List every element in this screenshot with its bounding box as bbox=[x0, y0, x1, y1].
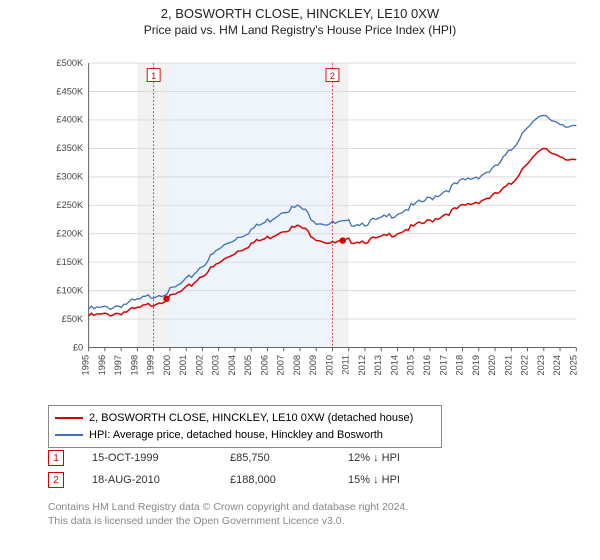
svg-text:2002: 2002 bbox=[194, 355, 204, 376]
legend-label: 2, BOSWORTH CLOSE, HINCKLEY, LE10 0XW (d… bbox=[89, 410, 413, 427]
event-delta: 15% ↓ HPI bbox=[348, 474, 448, 486]
svg-text:£200K: £200K bbox=[56, 229, 84, 239]
svg-text:2006: 2006 bbox=[259, 355, 269, 376]
svg-text:2024: 2024 bbox=[552, 355, 562, 376]
event-date: 18-AUG-2010 bbox=[92, 474, 202, 486]
svg-text:£100K: £100K bbox=[56, 285, 84, 295]
svg-text:2011: 2011 bbox=[341, 355, 351, 375]
svg-text:2022: 2022 bbox=[520, 355, 530, 376]
legend: 2, BOSWORTH CLOSE, HINCKLEY, LE10 0XW (d… bbox=[48, 405, 442, 448]
svg-text:2017: 2017 bbox=[438, 355, 448, 376]
svg-text:2004: 2004 bbox=[227, 355, 237, 376]
svg-text:£0: £0 bbox=[73, 342, 83, 352]
svg-text:2: 2 bbox=[330, 71, 335, 81]
svg-text:1995: 1995 bbox=[81, 355, 91, 376]
legend-swatch bbox=[55, 417, 83, 419]
svg-text:2009: 2009 bbox=[308, 355, 318, 376]
svg-text:2014: 2014 bbox=[389, 355, 399, 376]
svg-text:1997: 1997 bbox=[113, 355, 123, 376]
svg-text:1999: 1999 bbox=[146, 355, 156, 376]
event-row: 1 15-OCT-1999 £85,750 12% ↓ HPI bbox=[48, 450, 448, 466]
svg-text:1996: 1996 bbox=[97, 355, 107, 376]
svg-text:2010: 2010 bbox=[324, 355, 334, 376]
event-price: £188,000 bbox=[230, 474, 320, 486]
footer-line: Contains HM Land Registry data © Crown c… bbox=[48, 500, 568, 514]
svg-text:2003: 2003 bbox=[211, 355, 221, 376]
event-date: 15-OCT-1999 bbox=[92, 452, 202, 464]
svg-text:2016: 2016 bbox=[422, 355, 432, 376]
svg-text:2015: 2015 bbox=[406, 355, 416, 376]
svg-text:2000: 2000 bbox=[162, 355, 172, 376]
line-chart: £0 £50K £100K £150K £200K £250K £300K £350K £400… bbox=[48, 46, 580, 396]
event-delta: 12% ↓ HPI bbox=[348, 452, 448, 464]
svg-text:2019: 2019 bbox=[471, 355, 481, 376]
svg-text:2023: 2023 bbox=[536, 355, 546, 376]
page-subtitle: Price paid vs. HM Land Registry's House … bbox=[0, 23, 600, 37]
svg-text:2001: 2001 bbox=[178, 355, 188, 376]
svg-text:£250K: £250K bbox=[56, 200, 84, 210]
event-badge: 2 bbox=[48, 472, 64, 488]
svg-text:£400K: £400K bbox=[56, 115, 84, 125]
svg-text:2021: 2021 bbox=[503, 355, 513, 376]
svg-text:£300K: £300K bbox=[56, 172, 84, 182]
svg-text:£150K: £150K bbox=[56, 257, 84, 267]
footer-line: This data is licensed under the Open Gov… bbox=[48, 514, 568, 528]
svg-text:£450K: £450K bbox=[56, 86, 84, 96]
page-title: 2, BOSWORTH CLOSE, HINCKLEY, LE10 0XW bbox=[0, 6, 600, 21]
footer: Contains HM Land Registry data © Crown c… bbox=[48, 500, 568, 528]
chart-area: £0 £50K £100K £150K £200K £250K £300K £350K £400… bbox=[48, 46, 580, 396]
svg-text:£350K: £350K bbox=[56, 143, 84, 153]
legend-item: 2, BOSWORTH CLOSE, HINCKLEY, LE10 0XW (d… bbox=[55, 410, 435, 427]
svg-text:£50K: £50K bbox=[62, 314, 84, 324]
svg-text:2020: 2020 bbox=[487, 355, 497, 376]
event-badge: 1 bbox=[48, 450, 64, 466]
event-price: £85,750 bbox=[230, 452, 320, 464]
svg-text:2018: 2018 bbox=[455, 355, 465, 376]
legend-label: HPI: Average price, detached house, Hinc… bbox=[89, 427, 383, 444]
svg-text:£500K: £500K bbox=[56, 58, 84, 68]
legend-swatch bbox=[55, 434, 83, 436]
event-list: 1 15-OCT-1999 £85,750 12% ↓ HPI 2 18-AUG… bbox=[48, 450, 448, 494]
svg-text:1998: 1998 bbox=[129, 355, 139, 376]
svg-text:2008: 2008 bbox=[292, 355, 302, 376]
event-row: 2 18-AUG-2010 £188,000 15% ↓ HPI bbox=[48, 472, 448, 488]
svg-text:2007: 2007 bbox=[276, 355, 286, 376]
svg-text:2012: 2012 bbox=[357, 355, 367, 376]
legend-item: HPI: Average price, detached house, Hinc… bbox=[55, 427, 435, 444]
svg-text:1: 1 bbox=[151, 71, 156, 81]
svg-text:2013: 2013 bbox=[373, 355, 383, 376]
svg-text:2025: 2025 bbox=[568, 355, 578, 376]
svg-text:2005: 2005 bbox=[243, 355, 253, 376]
